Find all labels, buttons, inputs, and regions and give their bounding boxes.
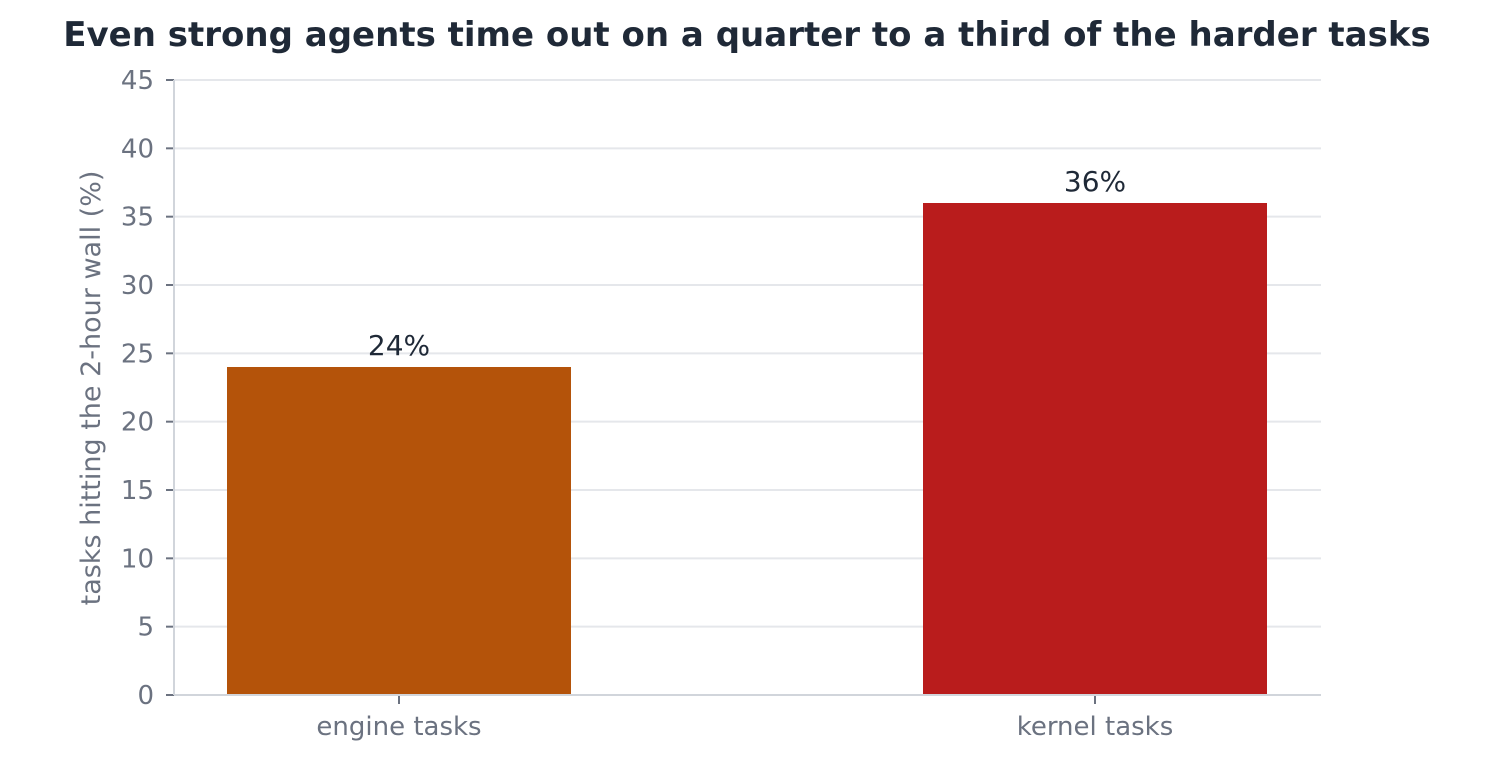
bar-kernel-tasks — [923, 203, 1267, 695]
y-tick-label: 5 — [137, 613, 154, 643]
bar-value-label: 36% — [1064, 165, 1126, 198]
x-tick-label: engine tasks — [316, 712, 481, 742]
y-tick-label: 45 — [121, 66, 154, 96]
labels: 0 5 10 15 20 25 30 35 40 45 24% engine tasks 36% kern… — [121, 66, 1173, 742]
y-tick-label: 10 — [121, 544, 154, 574]
y-tick-label: 25 — [121, 339, 154, 369]
y-axis-label: tasks hitting the 2-hour wall (%) — [76, 171, 107, 606]
y-tick-label: 35 — [121, 203, 154, 233]
x-tick-label: kernel tasks — [1017, 712, 1174, 742]
y-tick-label: 20 — [121, 408, 154, 438]
bar-engine-tasks — [227, 367, 571, 695]
bars — [227, 203, 1267, 695]
axes — [166, 79, 1321, 704]
y-tick-label: 40 — [121, 134, 154, 164]
y-tick-label: 30 — [121, 271, 154, 301]
bar-value-label: 24% — [368, 329, 430, 362]
chart-title: Even strong agents time out on a quarter… — [63, 15, 1430, 55]
y-tick-label: 15 — [121, 476, 154, 506]
y-tick-label: 0 — [137, 681, 154, 711]
